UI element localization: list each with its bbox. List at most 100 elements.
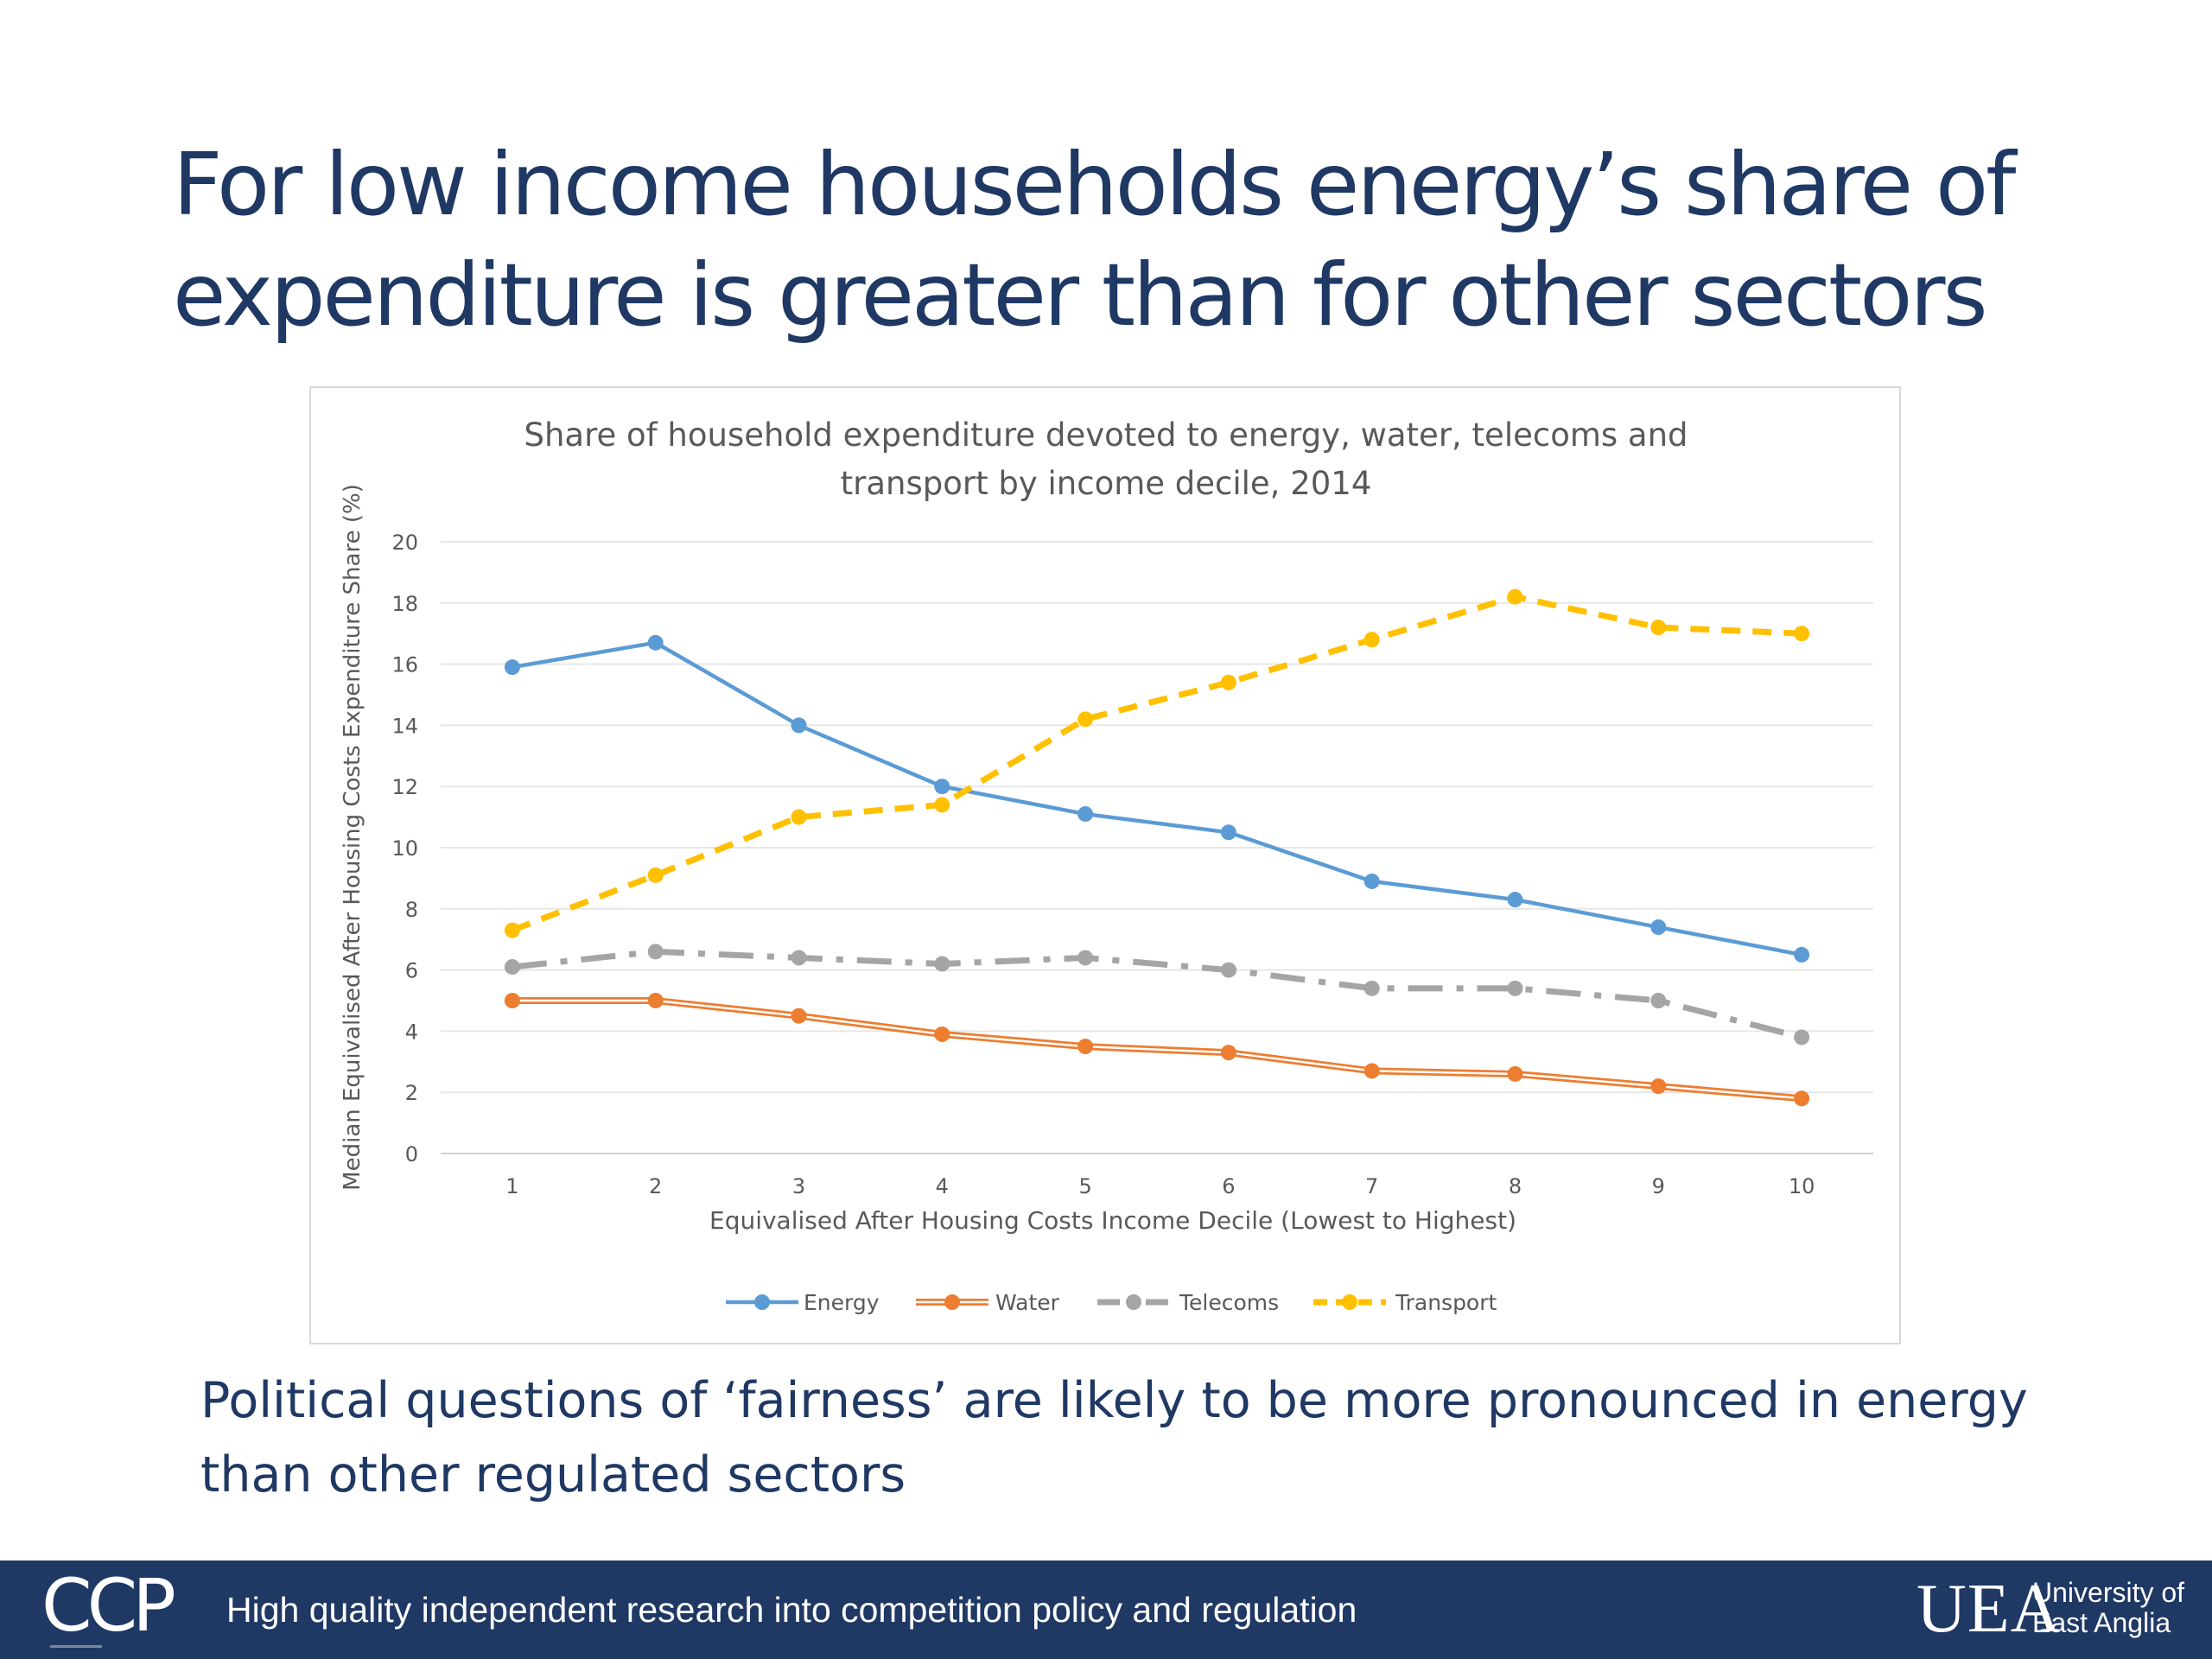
- point-transport-10: [1794, 626, 1810, 642]
- legend-item-water: Water: [916, 1290, 1060, 1315]
- x-axis-label: Equivalised After Housing Costs Income D…: [709, 1206, 1516, 1235]
- series-transport: [504, 588, 1810, 938]
- y-tick-labels: 0 2 4 6 8 10 12 14 16 18 20: [391, 531, 418, 1166]
- point-water-4: [934, 1026, 950, 1042]
- point-water-8: [1507, 1065, 1523, 1082]
- x-tick-9: 9: [1652, 1174, 1665, 1198]
- slide-title-line-1: For low income households energy’s share…: [173, 134, 2016, 235]
- point-transport-9: [1650, 620, 1667, 636]
- y-axis-label: Median Equivalised After Housing Costs E…: [340, 484, 365, 1191]
- gridlines: [441, 541, 1873, 1154]
- point-water-3: [791, 1007, 807, 1024]
- point-energy-5: [1077, 806, 1094, 823]
- y-tick-10: 10: [391, 836, 418, 861]
- series-water: [504, 993, 1810, 1107]
- y-tick-6: 6: [405, 959, 418, 983]
- legend-item-transport: Transport: [1313, 1290, 1497, 1315]
- point-telecoms-7: [1363, 980, 1380, 996]
- point-telecoms-6: [1220, 962, 1236, 978]
- point-telecoms-3: [791, 950, 807, 966]
- y-tick-14: 14: [391, 714, 418, 738]
- y-tick-12: 12: [391, 775, 418, 799]
- point-energy-3: [791, 717, 807, 734]
- line-chart: Share of household expenditure devoted t…: [340, 416, 1873, 1315]
- uea-logo-mark: UEA: [1916, 1571, 2062, 1647]
- point-telecoms-8: [1507, 980, 1523, 996]
- point-transport-2: [647, 867, 664, 883]
- series-lines: [504, 588, 1810, 1107]
- legend-marker-telecoms: [1126, 1294, 1141, 1310]
- ccp-logo: CCP: [41, 1563, 176, 1648]
- legend-label-transport: Transport: [1395, 1290, 1497, 1315]
- subtitle-line-2: than other regulated sectors: [200, 1446, 906, 1503]
- point-energy-10: [1794, 946, 1810, 963]
- x-tick-8: 8: [1509, 1174, 1522, 1198]
- uea-logo-name: University of East Anglia: [2032, 1578, 2184, 1638]
- uea-name-line-2: East Anglia: [2032, 1607, 2171, 1638]
- point-transport-4: [934, 797, 950, 813]
- x-tick-labels: 1 2 3 4 5 6 7 8 9 10: [505, 1174, 1815, 1198]
- point-water-10: [1794, 1090, 1810, 1107]
- point-water-1: [504, 993, 520, 1008]
- x-tick-7: 7: [1365, 1174, 1378, 1198]
- y-tick-20: 20: [391, 531, 418, 555]
- legend: Energy Water Telecoms Transport: [726, 1290, 1497, 1315]
- point-energy-6: [1220, 824, 1236, 841]
- chart-title-line-1: Share of household expenditure devoted t…: [524, 416, 1688, 454]
- series-line-telecoms: [512, 948, 1802, 1040]
- x-tick-5: 5: [1078, 1174, 1091, 1198]
- footer-tagline: High quality independent research into c…: [226, 1590, 1357, 1630]
- series-energy: [504, 634, 1810, 963]
- legend-label-water: Water: [995, 1290, 1060, 1315]
- ccp-logo-underline: [50, 1645, 102, 1648]
- y-tick-4: 4: [405, 1020, 418, 1044]
- uea-name-line-1: University of: [2032, 1577, 2185, 1608]
- point-water-7: [1363, 1063, 1380, 1079]
- legend-marker-energy: [754, 1294, 770, 1310]
- point-telecoms-9: [1650, 993, 1667, 1008]
- point-telecoms-1: [504, 959, 520, 976]
- y-tick-16: 16: [391, 653, 418, 677]
- slide-subtitle: Political questions of ‘fairness’ are li…: [200, 1363, 2179, 1512]
- series-line-transport: [511, 594, 1802, 933]
- point-water-5: [1077, 1039, 1094, 1055]
- y-tick-2: 2: [405, 1081, 418, 1105]
- point-telecoms-4: [934, 956, 950, 972]
- point-telecoms-5: [1077, 950, 1094, 966]
- point-water-2: [647, 993, 664, 1008]
- y-tick-8: 8: [405, 898, 418, 922]
- series-line-energy: [512, 640, 1802, 957]
- x-tick-1: 1: [505, 1174, 518, 1198]
- point-water-6: [1220, 1045, 1236, 1061]
- subtitle-line-1: Political questions of ‘fairness’ are li…: [200, 1372, 2028, 1429]
- point-transport-3: [791, 809, 807, 825]
- x-tick-3: 3: [792, 1174, 805, 1198]
- legend-label-energy: Energy: [804, 1290, 880, 1315]
- point-energy-4: [934, 779, 950, 795]
- slide-title-line-2: expenditure is greater than for other se…: [173, 245, 1988, 346]
- point-telecoms-10: [1794, 1029, 1810, 1046]
- point-transport-5: [1077, 711, 1094, 728]
- x-tick-4: 4: [936, 1174, 949, 1198]
- chart-title-line-2: transport by income decile, 2014: [841, 465, 1372, 502]
- legend-label-telecoms: Telecoms: [1179, 1290, 1279, 1315]
- x-tick-6: 6: [1222, 1174, 1235, 1198]
- slide-title: For low income households energy’s share…: [173, 130, 2126, 351]
- legend-marker-water: [944, 1294, 960, 1310]
- point-transport-8: [1507, 588, 1523, 605]
- chart-frame: Share of household expenditure devoted t…: [309, 386, 1901, 1344]
- x-tick-2: 2: [649, 1174, 662, 1198]
- point-energy-9: [1650, 919, 1667, 936]
- point-transport-6: [1220, 674, 1236, 690]
- point-energy-7: [1363, 873, 1380, 889]
- series-line-inner-water: [512, 999, 1802, 1100]
- point-energy-1: [504, 659, 520, 676]
- legend-item-telecoms: Telecoms: [1097, 1290, 1279, 1315]
- footer-bar: CCP High quality independent research in…: [0, 1560, 2212, 1659]
- point-transport-7: [1363, 632, 1380, 648]
- point-energy-2: [647, 634, 664, 651]
- y-tick-0: 0: [405, 1142, 418, 1166]
- point-telecoms-2: [647, 944, 664, 960]
- legend-item-energy: Energy: [726, 1290, 880, 1315]
- legend-marker-transport: [1342, 1294, 1357, 1310]
